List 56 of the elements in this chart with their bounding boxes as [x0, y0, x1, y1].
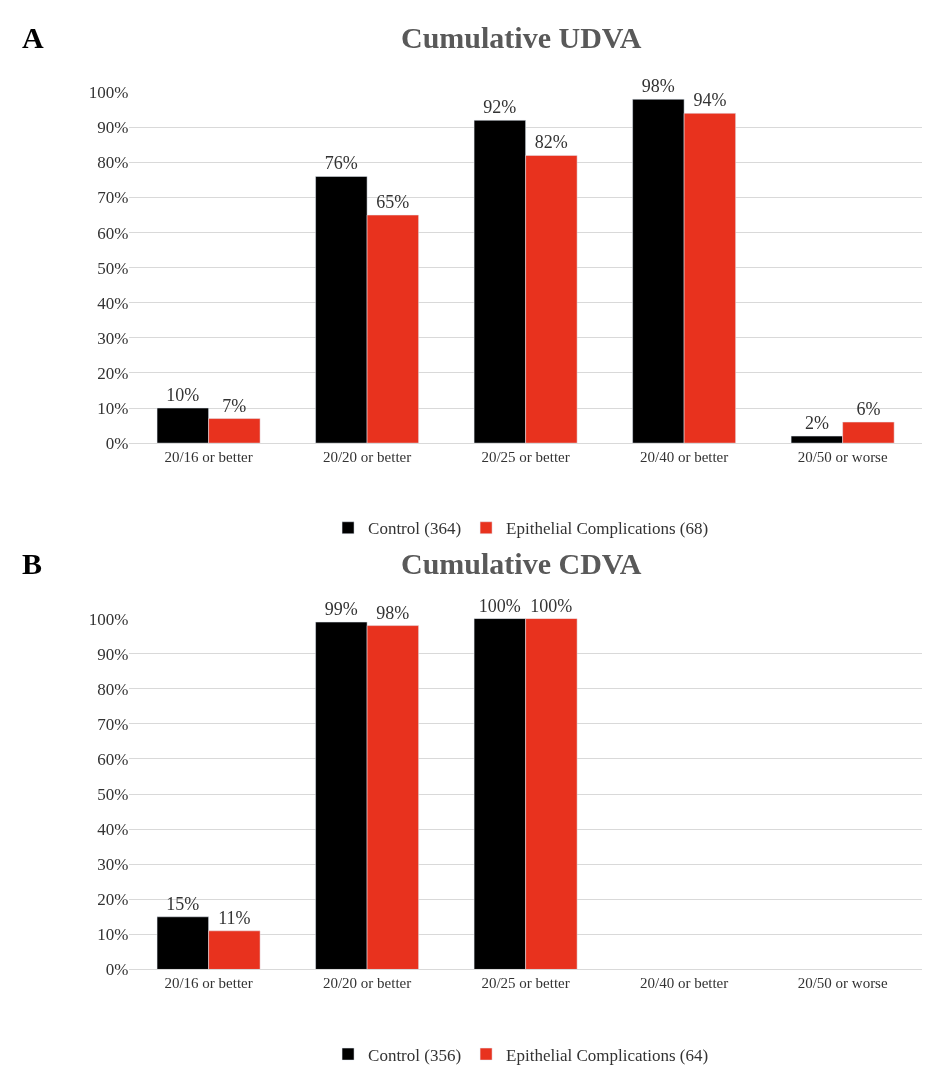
- x-tick-label: 20/50 or worse: [797, 449, 888, 466]
- data-label: 98%: [641, 76, 675, 97]
- data-label: 92%: [483, 97, 517, 118]
- y-tick-label: 20%: [97, 363, 129, 383]
- y-tick-label: 0%: [105, 434, 129, 454]
- y-tick-label: 90%: [97, 118, 129, 138]
- y-tick-label: 50%: [97, 258, 129, 278]
- y-tick-label: 40%: [97, 293, 129, 313]
- data-label: 65%: [376, 192, 410, 213]
- y-tick-label: 100%: [88, 609, 129, 629]
- x-tick-label: 20/20 or better: [322, 449, 412, 466]
- data-label: 7%: [222, 395, 247, 416]
- text: A: [22, 21, 44, 54]
- data-label: 6%: [856, 399, 881, 420]
- legend-label: Control (364): [368, 519, 462, 539]
- data-label: 99%: [324, 599, 358, 620]
- data-label: 100%: [530, 595, 573, 616]
- legend-label: Epithelial Complications (64): [506, 1045, 709, 1065]
- y-tick-label: 20%: [97, 890, 129, 910]
- y-tick-label: 80%: [97, 153, 129, 173]
- y-tick-label: 40%: [97, 820, 129, 840]
- legend-label: Epithelial Complications (68): [506, 519, 709, 539]
- text: B: [22, 547, 43, 580]
- y-tick-label: 50%: [97, 784, 129, 804]
- y-tick-label: 30%: [97, 328, 129, 348]
- y-tick-label: 10%: [97, 925, 129, 945]
- y-tick-label: 70%: [97, 714, 129, 734]
- x-tick-label: 20/40 or better: [639, 975, 729, 992]
- x-tick-label: 20/16 or better: [164, 449, 253, 466]
- y-tick-label: 10%: [97, 398, 129, 418]
- chart-title: Cumulative UDVA: [401, 21, 642, 54]
- y-tick-label: 80%: [97, 679, 129, 699]
- x-tick-label: 20/40 or better: [639, 449, 729, 466]
- data-label: 76%: [324, 153, 358, 174]
- data-label: 82%: [534, 132, 568, 153]
- data-label: 94%: [693, 90, 727, 111]
- data-label: 15%: [166, 893, 200, 914]
- chart-title: Cumulative CDVA: [401, 547, 642, 580]
- data-label: 10%: [166, 385, 200, 406]
- y-tick-label: 0%: [105, 960, 129, 980]
- x-tick-label: 20/25 or better: [481, 449, 570, 466]
- legend-label: Control (356): [368, 1045, 462, 1065]
- x-tick-label: 20/16 or better: [164, 975, 253, 992]
- y-tick-label: 60%: [97, 223, 129, 243]
- x-tick-label: 20/25 or better: [481, 975, 570, 992]
- x-tick-label: 20/50 or worse: [797, 975, 888, 992]
- data-label: 11%: [218, 907, 251, 928]
- y-tick-label: 100%: [88, 83, 129, 103]
- data-label: 2%: [804, 413, 829, 434]
- y-tick-label: 60%: [97, 749, 129, 769]
- data-label: 100%: [478, 595, 521, 616]
- y-tick-label: 30%: [97, 855, 129, 875]
- y-tick-label: 90%: [97, 644, 129, 664]
- data-label: 98%: [376, 602, 410, 623]
- y-tick-label: 70%: [97, 188, 129, 208]
- x-tick-label: 20/20 or better: [322, 975, 412, 992]
